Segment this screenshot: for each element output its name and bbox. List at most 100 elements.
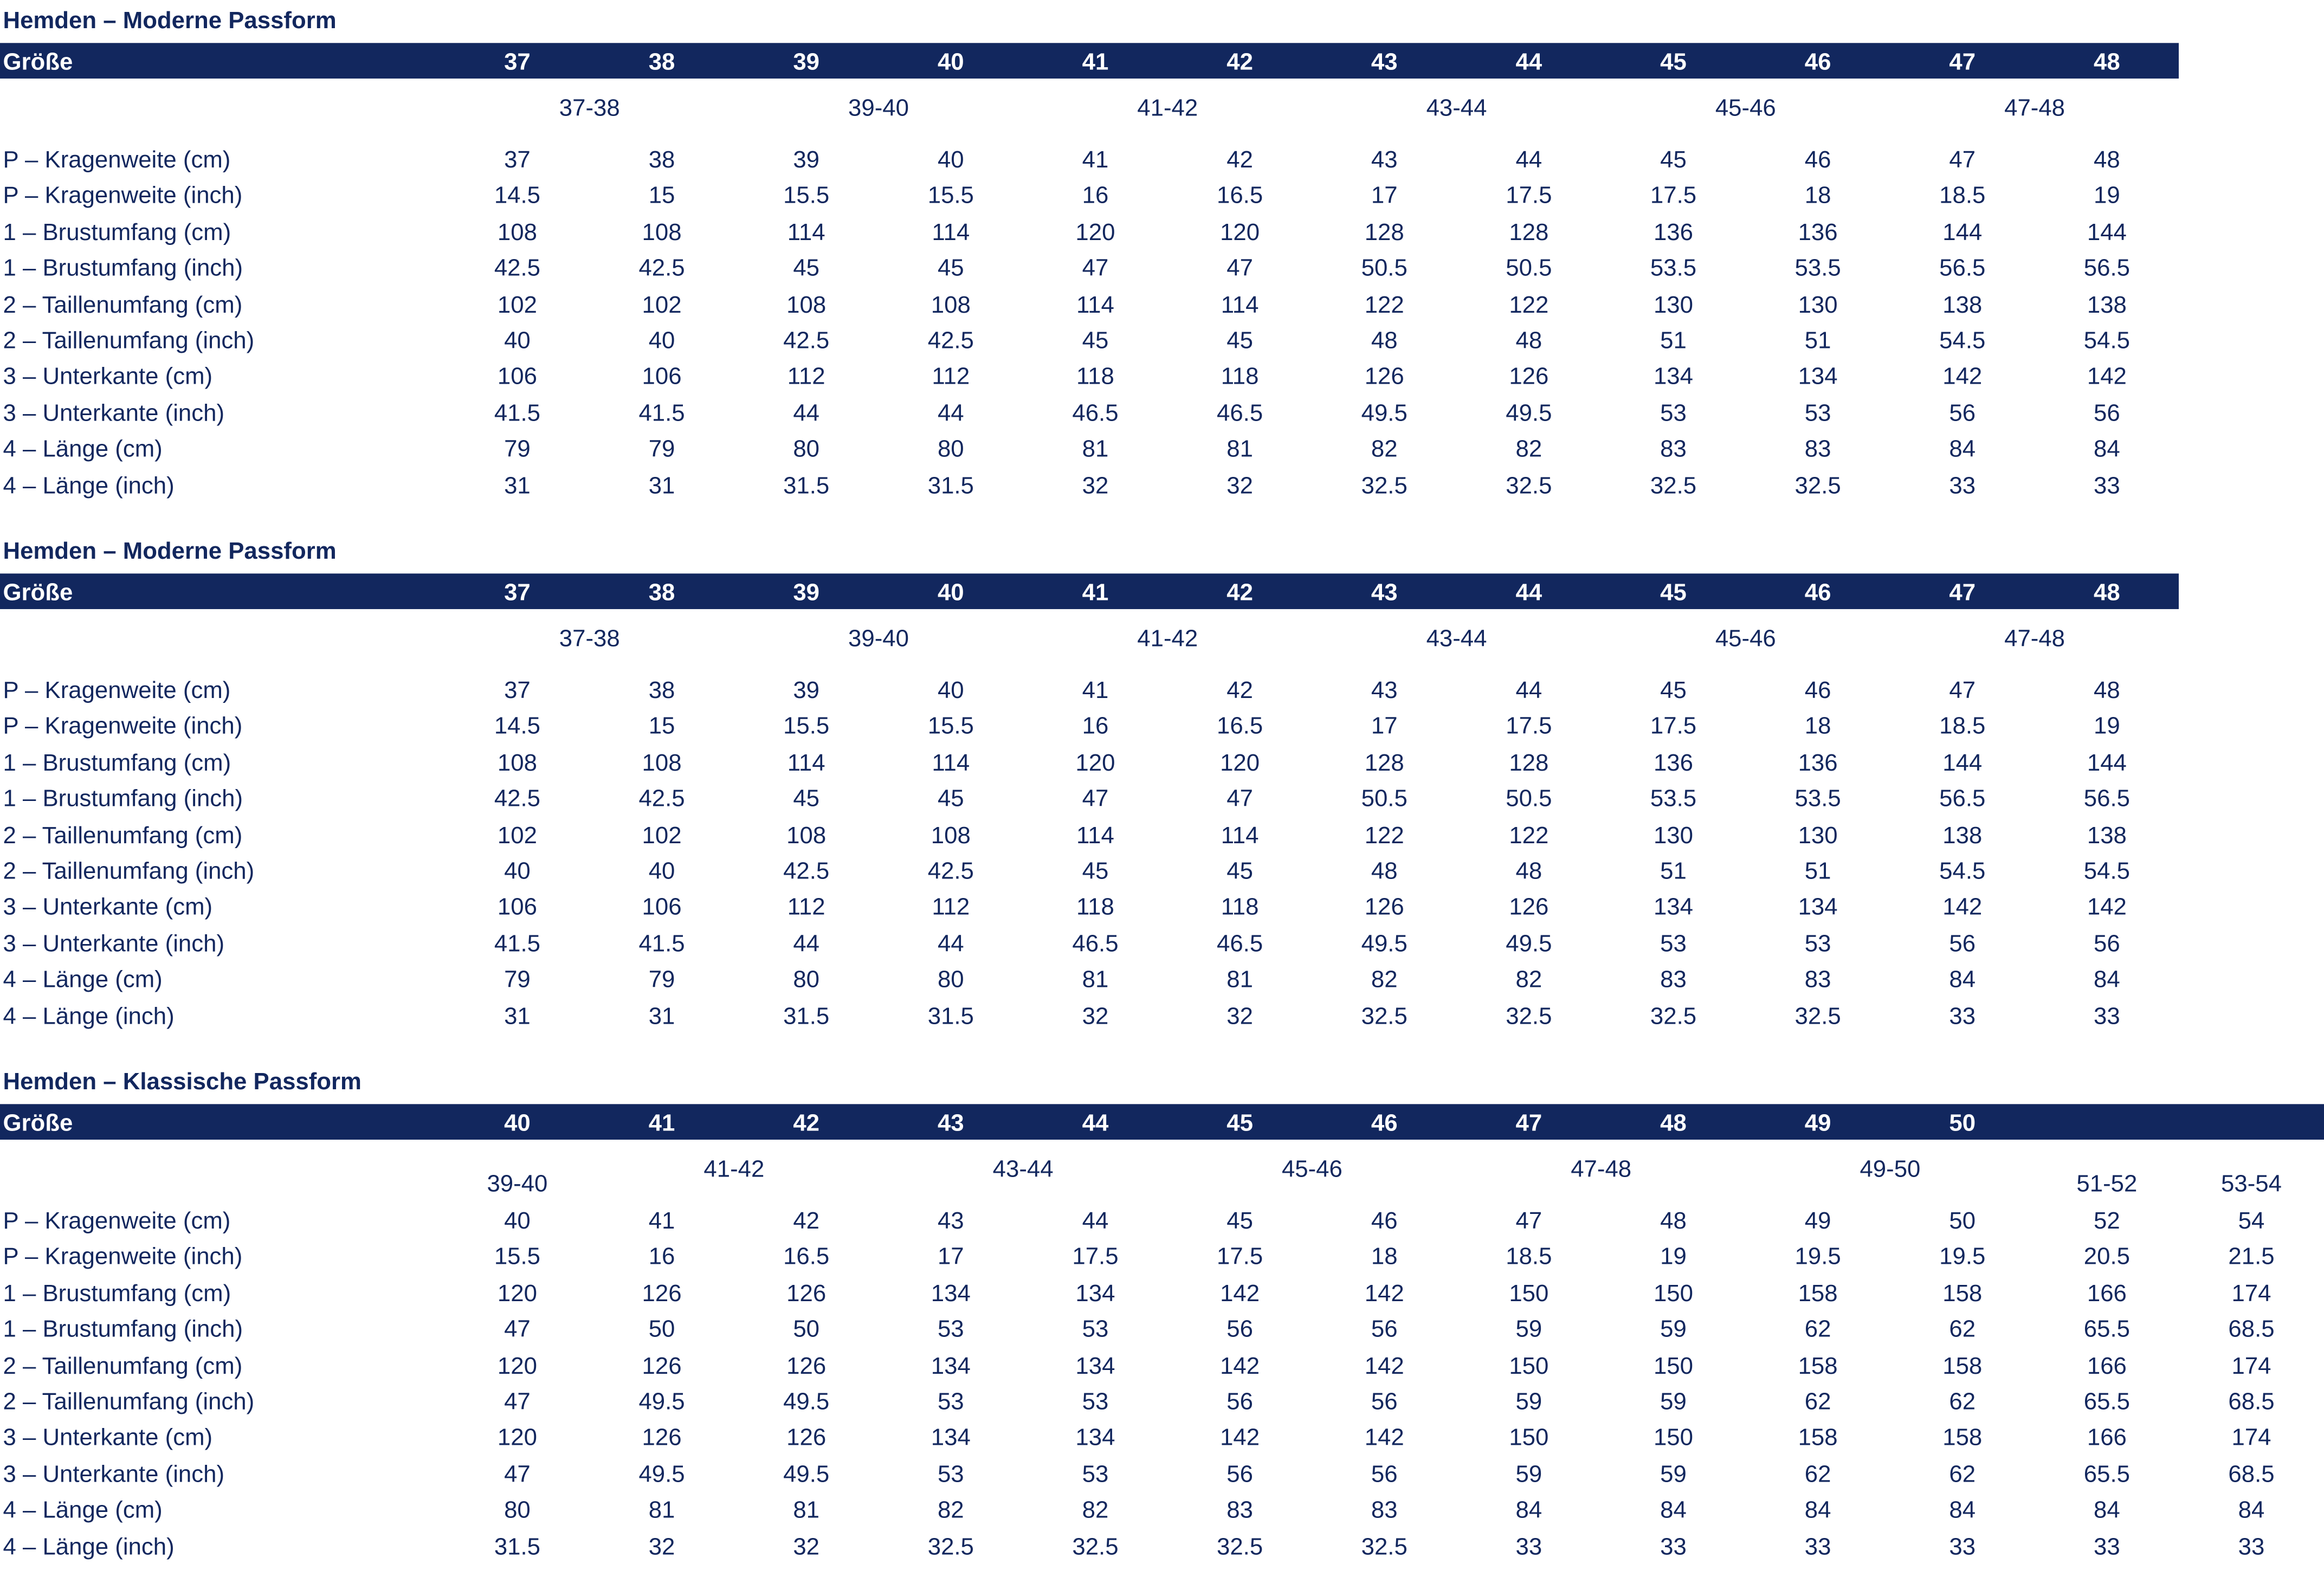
table-cell: 108 [497, 220, 537, 246]
row-label: 2 – Taillenumfang (cm) [3, 293, 243, 318]
table-cell: 40 [504, 1209, 531, 1235]
row-label: 3 – Unterkante (inch) [3, 401, 225, 427]
table-cell: 56 [2094, 932, 2120, 958]
table-cell: 47 [504, 1390, 531, 1416]
table-cell: 122 [1509, 293, 1549, 318]
table-cell: 150 [1653, 1426, 1693, 1452]
table-cell: 56 [1371, 1317, 1398, 1343]
table-cell: 106 [497, 365, 537, 391]
table-cell: 38 [648, 678, 675, 704]
table-cell: 16.5 [1216, 715, 1263, 740]
table-cell: 68.5 [2228, 1462, 2275, 1488]
table-cell: 134 [1075, 1426, 1115, 1452]
row-label: 4 – Länge (inch) [3, 1004, 175, 1030]
table-cell: 150 [1509, 1426, 1549, 1452]
table-cell: 59 [1515, 1317, 1542, 1343]
table-cell: 19.5 [1939, 1245, 1986, 1271]
table-cell: 43 [1371, 148, 1398, 173]
table-cell: 48 [2094, 678, 2120, 704]
table-cell: 134 [1653, 365, 1693, 391]
table-cell: 136 [1653, 751, 1693, 777]
table-cell: 126 [786, 1281, 827, 1307]
table-cell: 48 [1371, 329, 1398, 354]
collar-range-label: 43-44 [1426, 96, 1487, 122]
table-cell: 126 [642, 1426, 682, 1452]
table-cell: 40 [937, 148, 964, 173]
row-label: P – Kragenweite (cm) [3, 148, 231, 173]
table-cell: 144 [1942, 751, 1983, 777]
table-cell: 19.5 [1794, 1245, 1841, 1271]
table-cell: 17 [937, 1245, 964, 1271]
row-label: P – Kragenweite (inch) [3, 1245, 243, 1271]
row-label: 3 – Unterkante (cm) [3, 1426, 213, 1452]
table-cell: 15.5 [783, 715, 830, 740]
table-cell: 82 [1515, 437, 1542, 463]
table-cell: 53 [937, 1317, 964, 1343]
table-cell: 142 [1220, 1354, 1260, 1379]
table-cell: 32 [793, 1535, 820, 1560]
table-cell: 40 [648, 329, 675, 354]
table-cell: 41 [1082, 678, 1109, 704]
table-cell: 48 [1660, 1209, 1687, 1235]
table-cell: 80 [937, 968, 964, 993]
table-cell: 112 [787, 895, 825, 921]
table-cell: 49.5 [1506, 932, 1552, 958]
table-cell: 44 [937, 932, 964, 958]
table-cell: 150 [1653, 1281, 1693, 1307]
table-cell: 42.5 [638, 256, 685, 282]
table-cell: 134 [931, 1281, 971, 1307]
table-cell: 59 [1660, 1390, 1687, 1416]
table-cell: 84 [1949, 968, 1976, 993]
table-cell: 33 [2094, 473, 2120, 499]
table-cell: 53 [937, 1390, 964, 1416]
collar-range-label: 49-50 [1860, 1157, 1921, 1183]
header-label: Größe [3, 581, 73, 606]
table-cell: 32.5 [1216, 1535, 1263, 1560]
table-cell: 44 [1515, 148, 1542, 173]
table-cell: 118 [1076, 895, 1114, 921]
table-cell: 120 [1075, 220, 1115, 246]
table-cell: 68.5 [2228, 1317, 2275, 1343]
table-cell: 53 [1804, 401, 1831, 427]
table-cell: 54.5 [2083, 329, 2130, 354]
table-cell: 17.5 [1650, 184, 1697, 210]
size-header-cell: 41 [648, 1111, 675, 1137]
table-cell: 31.5 [927, 473, 974, 499]
table-cell: 53 [937, 1462, 964, 1488]
table-cell: 19 [2094, 184, 2120, 210]
table-cell: 142 [1364, 1281, 1404, 1307]
table-cell: 130 [1798, 293, 1838, 318]
table-cell: 18.5 [1939, 715, 1986, 740]
table-cell: 56 [1949, 401, 1976, 427]
table-cell: 106 [497, 895, 537, 921]
table-cell: 134 [1653, 895, 1693, 921]
table-cell: 42 [793, 1209, 820, 1235]
table-cell: 54 [2238, 1209, 2265, 1235]
table-cell: 31.5 [783, 473, 830, 499]
table-cell: 79 [648, 437, 675, 463]
table-cell: 42.5 [494, 256, 540, 282]
table-cell: 15.5 [927, 715, 974, 740]
table-cell: 122 [1509, 823, 1549, 849]
table-cell: 50.5 [1361, 256, 1408, 282]
table-cell: 84 [1949, 437, 1976, 463]
table-cell: 118 [1076, 365, 1114, 391]
table-cell: 42.5 [638, 787, 685, 813]
table-cell: 126 [1364, 365, 1404, 391]
table-cell: 32 [1226, 473, 1253, 499]
row-label: 1 – Brustumfang (inch) [3, 1317, 243, 1343]
collar-range-label: 47-48 [2004, 96, 2065, 122]
row-label: P – Kragenweite (inch) [3, 715, 243, 740]
table-cell: 33 [1949, 473, 1976, 499]
table-cell: 17.5 [1650, 715, 1697, 740]
table-cell: 118 [1221, 365, 1259, 391]
table-cell: 45 [1082, 859, 1109, 885]
size-header-bar [0, 43, 2179, 79]
size-header-cell: 46 [1371, 1111, 1398, 1137]
table-cell: 47 [1226, 787, 1253, 813]
table-cell: 32.5 [927, 1535, 974, 1560]
table-cell: 19 [1660, 1245, 1687, 1271]
table-cell: 126 [642, 1281, 682, 1307]
table-cell: 17.5 [1216, 1245, 1263, 1271]
